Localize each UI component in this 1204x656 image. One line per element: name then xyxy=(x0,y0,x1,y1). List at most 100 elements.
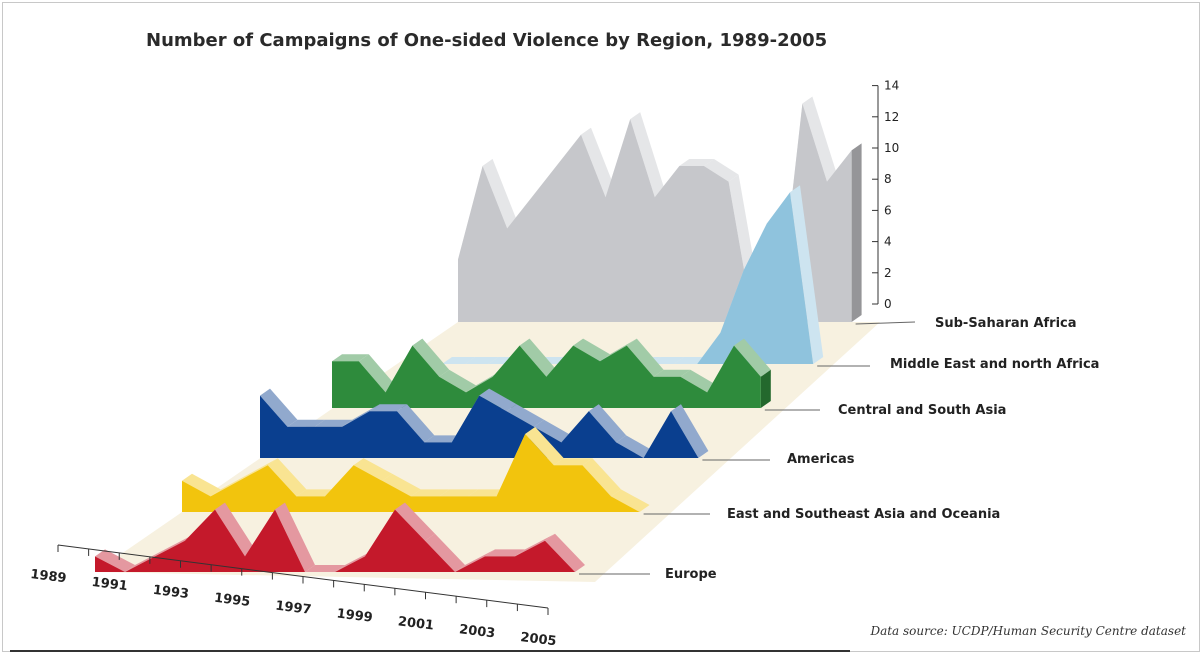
x-tick-label: 1991 xyxy=(91,575,129,594)
series-ridge xyxy=(314,419,353,427)
series-ridge xyxy=(611,489,650,512)
y-tick-label: 2 xyxy=(884,266,892,280)
series-ridge xyxy=(626,338,664,377)
series-ridge xyxy=(600,338,637,362)
y-tick-label: 4 xyxy=(884,235,892,249)
x-tick-label: 2003 xyxy=(458,622,496,641)
series-leader-line xyxy=(855,321,916,325)
series-ridge xyxy=(395,502,435,541)
series-ridge xyxy=(519,338,557,377)
series-label: Americas xyxy=(787,452,855,467)
series-label: Sub-Saharan Africa xyxy=(935,316,1077,331)
x-tick-label: 2001 xyxy=(397,614,435,633)
x-tick-label: 1993 xyxy=(152,583,190,602)
series-ridge xyxy=(215,502,255,557)
y-tick-label: 8 xyxy=(884,172,892,186)
series-americas xyxy=(260,388,709,458)
series-ridge xyxy=(506,404,544,427)
series-label: East and Southeast Asia and Oceania xyxy=(727,507,1000,522)
series-ridge xyxy=(425,533,465,572)
series-ridge xyxy=(210,473,250,497)
series-area xyxy=(182,434,640,512)
series-europe xyxy=(95,502,585,572)
x-tick-label: 1999 xyxy=(336,606,374,625)
y-tick-label: 10 xyxy=(884,141,899,155)
series-ridge xyxy=(260,388,298,427)
series-ridge xyxy=(468,489,507,497)
series-ridge xyxy=(653,369,691,377)
x-tick-label: 1995 xyxy=(213,591,251,610)
series-ridge xyxy=(734,338,771,377)
series-ridge xyxy=(581,127,616,198)
series-ridge xyxy=(275,502,315,572)
series-ridge xyxy=(545,533,585,572)
x-tick-label: 1997 xyxy=(275,599,313,618)
series-ridge xyxy=(442,357,476,364)
series-ridge xyxy=(802,96,837,182)
series-central-and-south-asia xyxy=(332,338,771,408)
series-ridge xyxy=(335,549,375,572)
series-area xyxy=(458,103,852,322)
series-ridge xyxy=(125,549,165,572)
series-ridge xyxy=(397,404,435,443)
series-east-and-southeast-asia-and-oceania xyxy=(182,427,650,512)
series-area xyxy=(260,395,699,458)
series-ridge xyxy=(515,533,555,557)
y-tick-label: 12 xyxy=(884,110,899,124)
series-ridge xyxy=(704,159,739,182)
series-ridge xyxy=(671,404,709,458)
series-ridge xyxy=(424,435,462,443)
series-label: Middle East and north Africa xyxy=(890,357,1099,372)
series-ridge xyxy=(412,338,450,377)
series-ridge xyxy=(616,435,654,458)
series-ridge xyxy=(382,473,421,497)
series-end-face xyxy=(760,369,771,408)
series-ridge xyxy=(485,549,525,557)
chart-title: Number of Campaigns of One-sided Violenc… xyxy=(146,30,828,51)
series-ridge xyxy=(439,369,476,393)
series-label: Central and South Asia xyxy=(838,403,1006,418)
series-ridge xyxy=(482,159,518,229)
series-ridge xyxy=(479,388,517,412)
series-ridge xyxy=(525,427,564,466)
series-ridge xyxy=(465,357,499,364)
series-ridge xyxy=(353,458,393,481)
series-ridge xyxy=(582,458,621,497)
series-ridge xyxy=(296,489,335,497)
series-ridge xyxy=(439,489,478,497)
series-ridge xyxy=(305,565,345,572)
series-ridge xyxy=(466,369,503,393)
series-ridge xyxy=(588,404,627,443)
series-ridge xyxy=(650,357,684,364)
series-ridge xyxy=(455,549,495,572)
y-tick-label: 14 xyxy=(884,79,899,93)
series-ridge xyxy=(155,533,195,557)
series-ridge xyxy=(332,354,369,362)
series-ridge xyxy=(680,369,718,393)
series-ridge xyxy=(342,404,380,427)
series-ridge xyxy=(534,419,572,443)
bottom-rule xyxy=(10,650,850,652)
series-ridge xyxy=(95,549,135,572)
series-ridge xyxy=(630,112,665,198)
series-ridge xyxy=(573,338,610,362)
series-ridge xyxy=(239,458,278,481)
series-area xyxy=(442,192,814,364)
source-note: Data source: UCDP/Human Security Centre … xyxy=(870,624,1186,638)
series-area xyxy=(332,345,761,408)
series-ridge xyxy=(790,185,824,364)
series-sub-saharan-africa xyxy=(458,96,862,322)
series-ridge xyxy=(369,404,407,412)
series-label: Europe xyxy=(665,567,717,582)
series-ridge xyxy=(410,489,450,497)
x-tick-label: 2005 xyxy=(520,630,558,649)
series-ridge xyxy=(267,458,307,497)
series-ridge xyxy=(358,354,396,393)
series-end-face xyxy=(851,143,862,322)
y-tick-label: 0 xyxy=(884,297,892,311)
x-tick-label: 1989 xyxy=(30,567,68,586)
series-ridge xyxy=(553,458,593,466)
y-tick-label: 6 xyxy=(884,203,892,217)
series-area xyxy=(95,509,575,572)
